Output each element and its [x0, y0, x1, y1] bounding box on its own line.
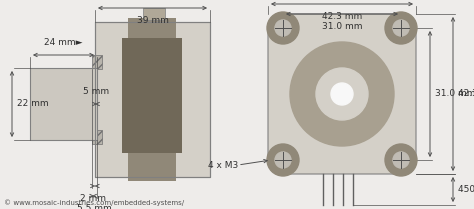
Bar	[95, 22, 210, 177]
Circle shape	[267, 144, 299, 176]
Text: 31.0 mm: 31.0 mm	[435, 89, 474, 98]
Circle shape	[385, 144, 417, 176]
Text: 24 mm►: 24 mm►	[44, 38, 83, 47]
Bar	[122, 38, 182, 153]
Circle shape	[267, 12, 299, 44]
Bar	[92, 130, 102, 144]
Text: 42.3 mm: 42.3 mm	[458, 89, 474, 98]
Circle shape	[393, 152, 409, 168]
Circle shape	[290, 42, 394, 146]
Bar	[92, 55, 102, 69]
Bar	[143, 8, 165, 20]
Bar	[95, 22, 210, 177]
Circle shape	[385, 12, 417, 44]
Circle shape	[331, 83, 353, 105]
Text: © www.mosaic-industries.com/embedded-systems/: © www.mosaic-industries.com/embedded-sys…	[4, 199, 184, 206]
Text: 22 mm: 22 mm	[17, 99, 49, 108]
Circle shape	[275, 20, 291, 36]
FancyBboxPatch shape	[268, 14, 416, 174]
Text: 42.3 mm: 42.3 mm	[322, 12, 362, 21]
Circle shape	[316, 68, 368, 120]
Text: 450.0 mm: 450.0 mm	[458, 185, 474, 194]
Bar	[128, 18, 176, 181]
Text: 2 mm: 2 mm	[81, 194, 107, 203]
Text: 5.5 mm: 5.5 mm	[77, 204, 112, 209]
Text: 5 mm: 5 mm	[83, 87, 109, 96]
Circle shape	[393, 20, 409, 36]
Text: 39 mm: 39 mm	[137, 16, 168, 25]
Text: 4 x M3: 4 x M3	[208, 161, 238, 169]
Bar	[30, 68, 97, 140]
Circle shape	[275, 152, 291, 168]
Text: 31.0 mm: 31.0 mm	[322, 22, 362, 31]
